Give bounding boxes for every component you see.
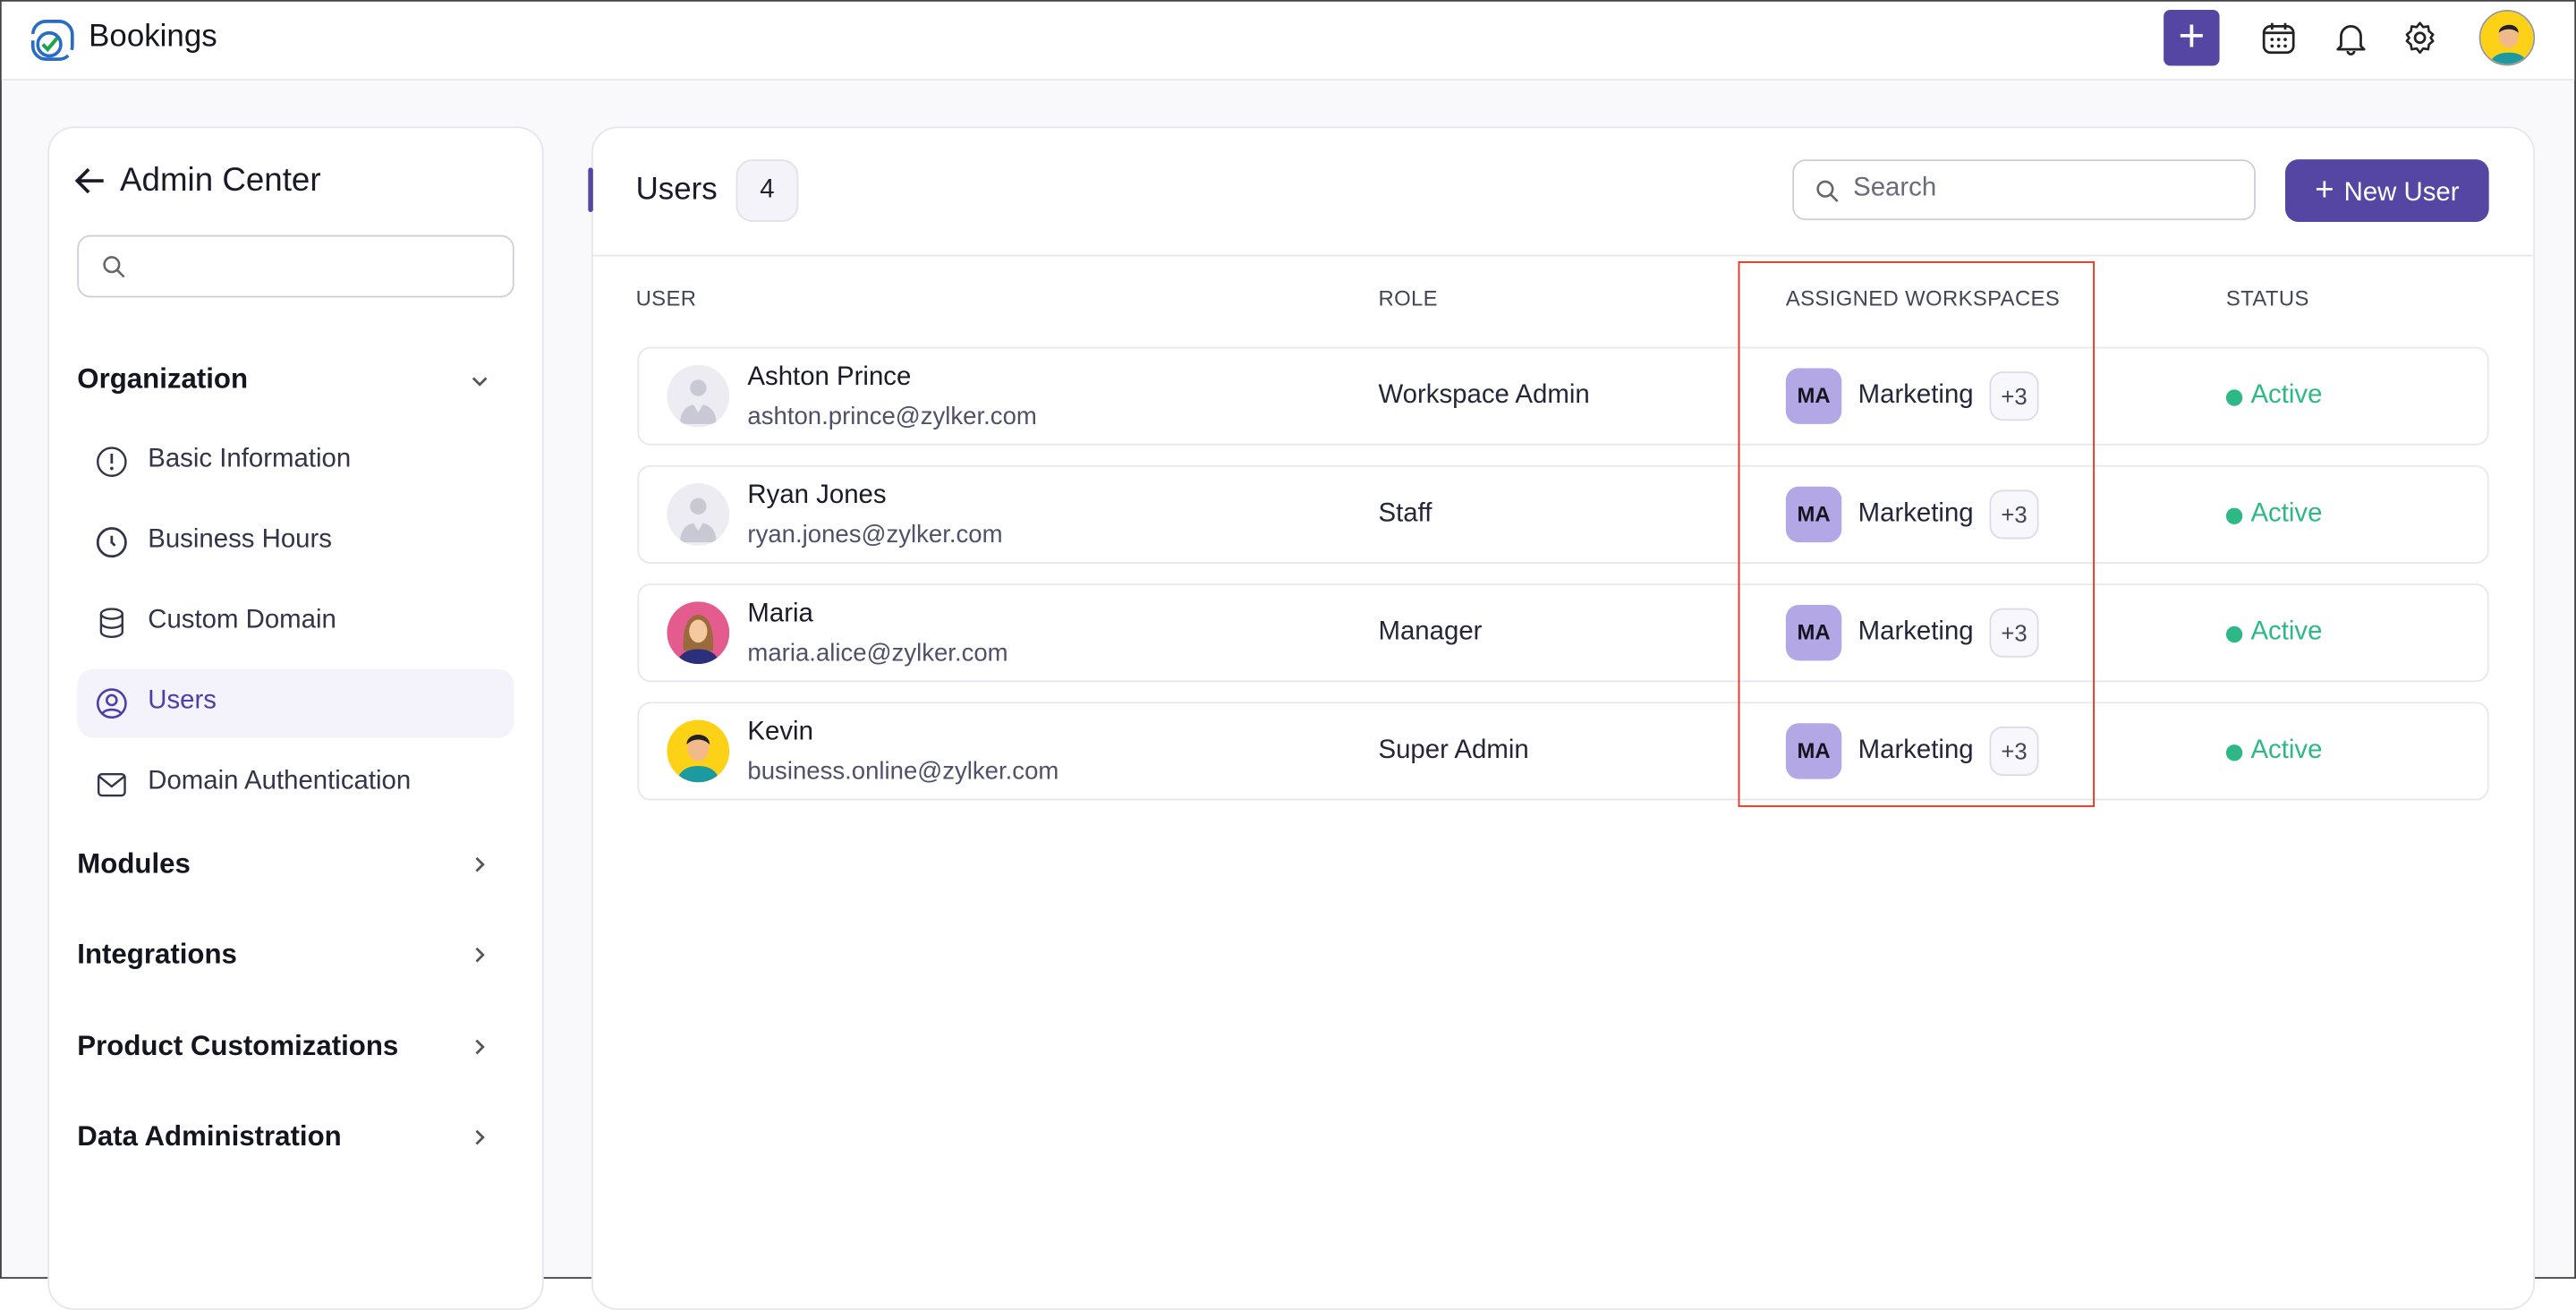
more-workspaces-badge[interactable]: +3: [1989, 726, 2039, 776]
mail-icon: [97, 772, 126, 797]
back-arrow-icon[interactable]: [74, 166, 107, 196]
sidebar-item-label: Custom Domain: [148, 606, 336, 635]
gear-icon[interactable]: [2402, 20, 2437, 55]
user-name: Ryan Jones: [747, 481, 887, 510]
app-title: Bookings: [89, 20, 217, 55]
calendar-icon[interactable]: [2260, 20, 2296, 55]
more-workspaces-badge[interactable]: +3: [1989, 489, 2039, 540]
user-role: Super Admin: [1378, 736, 1529, 765]
column-header-assigned-workspaces: ASSIGNED WORKSPACES: [1785, 285, 2061, 311]
workspace-avatar: MA: [1785, 368, 1842, 424]
user-email: business.online@zylker.com: [747, 757, 1059, 786]
section-data-administration[interactable]: Data Administration: [77, 1120, 342, 1153]
user-role: Workspace Admin: [1378, 381, 1590, 410]
section-product-customizations[interactable]: Product Customizations: [77, 1030, 399, 1062]
table-row[interactable]: Kevin business.online@zylker.com Super A…: [637, 702, 2489, 801]
status-dot: [2225, 625, 2243, 643]
new-user-label: New User: [2343, 179, 2460, 208]
active-indicator: [588, 167, 593, 212]
user-circle-icon: [96, 688, 127, 719]
column-header-user: USER: [635, 285, 697, 311]
column-header-role: ROLE: [1378, 285, 1438, 311]
page-title: Users: [635, 172, 718, 208]
sidebar-item-label: Business Hours: [148, 525, 332, 555]
user-name: Maria: [747, 600, 813, 628]
table-row[interactable]: Ryan Jones ryan.jones@zylker.com Staff M…: [637, 464, 2489, 565]
chevron-right-icon[interactable]: [468, 853, 491, 876]
sidebar-item-domain-authentication[interactable]: Domain Authentication: [77, 750, 514, 819]
table-row[interactable]: Maria maria.alice@zylker.com Manager MA …: [637, 583, 2489, 683]
chevron-right-icon[interactable]: [468, 1035, 491, 1059]
workspace-name: Marketing: [1858, 736, 1974, 765]
bell-icon[interactable]: [2333, 20, 2368, 55]
clock-icon: [96, 527, 127, 558]
search-icon: [1816, 180, 1839, 202]
status-badge: Active: [2250, 499, 2323, 528]
status-dot: [2225, 507, 2243, 524]
chevron-right-icon[interactable]: [468, 1126, 491, 1149]
more-workspaces-badge[interactable]: +3: [1989, 608, 2039, 658]
sidebar-item-custom-domain[interactable]: Custom Domain: [77, 589, 514, 658]
admin-center-title: Admin Center: [120, 162, 321, 200]
user-name: Kevin: [747, 718, 813, 746]
top-bar: Bookings +: [1, 1, 2575, 81]
status-dot: [2225, 744, 2243, 761]
quick-create-button[interactable]: +: [2164, 10, 2220, 66]
status-badge: Active: [2250, 736, 2323, 765]
table-row[interactable]: Ashton Prince ashton.prince@zylker.com W…: [637, 346, 2489, 446]
section-integrations[interactable]: Integrations: [77, 938, 237, 970]
sidebar-item-label: Users: [148, 686, 217, 716]
user-email: maria.alice@zylker.com: [747, 639, 1008, 668]
more-workspaces-badge[interactable]: +3: [1989, 371, 2039, 421]
column-header-status: STATUS: [2225, 285, 2309, 311]
database-icon: [99, 608, 123, 638]
divider: [591, 254, 2536, 257]
sidebar-item-basic-information[interactable]: Basic Information: [77, 428, 514, 497]
user-email: ashton.prince@zylker.com: [747, 403, 1037, 431]
status-badge: Active: [2250, 381, 2323, 410]
avatar: [667, 719, 730, 783]
avatar: [667, 483, 730, 546]
sidebar-item-label: Basic Information: [148, 445, 352, 473]
search-input[interactable]: [1853, 174, 2232, 204]
user-avatar[interactable]: [2478, 10, 2536, 66]
section-modules[interactable]: Modules: [77, 847, 191, 880]
new-user-button[interactable]: + New User: [2285, 159, 2489, 222]
user-role: Manager: [1378, 617, 1483, 646]
workspace-avatar: MA: [1785, 604, 1842, 661]
sidebar-search-input[interactable]: [77, 234, 514, 298]
user-count-badge: 4: [735, 159, 799, 222]
status-dot: [2225, 389, 2243, 406]
workspace-name: Marketing: [1858, 617, 1974, 646]
avatar: [667, 364, 730, 428]
sidebar-item-label: Domain Authentication: [148, 767, 412, 796]
bookings-logo-icon: [30, 20, 74, 61]
plus-icon: +: [2315, 172, 2334, 209]
user-role: Staff: [1378, 499, 1433, 528]
section-organization[interactable]: Organization: [77, 362, 249, 395]
status-badge: Active: [2250, 617, 2323, 646]
user-email: ryan.jones@zylker.com: [747, 521, 1003, 549]
workspace-name: Marketing: [1858, 381, 1974, 410]
search-icon: [103, 256, 125, 278]
workspace-avatar: MA: [1785, 486, 1842, 543]
chevron-right-icon[interactable]: [468, 943, 491, 966]
workspace-name: Marketing: [1858, 499, 1974, 528]
avatar: [667, 601, 730, 665]
sidebar-item-users[interactable]: Users: [77, 668, 514, 738]
search-field[interactable]: [1792, 159, 2256, 221]
user-name: Ashton Prince: [747, 362, 912, 392]
highlight-box: [1738, 261, 2096, 807]
sidebar-item-business-hours[interactable]: Business Hours: [77, 508, 514, 577]
chevron-down-icon[interactable]: [468, 370, 491, 393]
workspace-avatar: MA: [1785, 723, 1842, 779]
info-icon: [97, 447, 127, 477]
